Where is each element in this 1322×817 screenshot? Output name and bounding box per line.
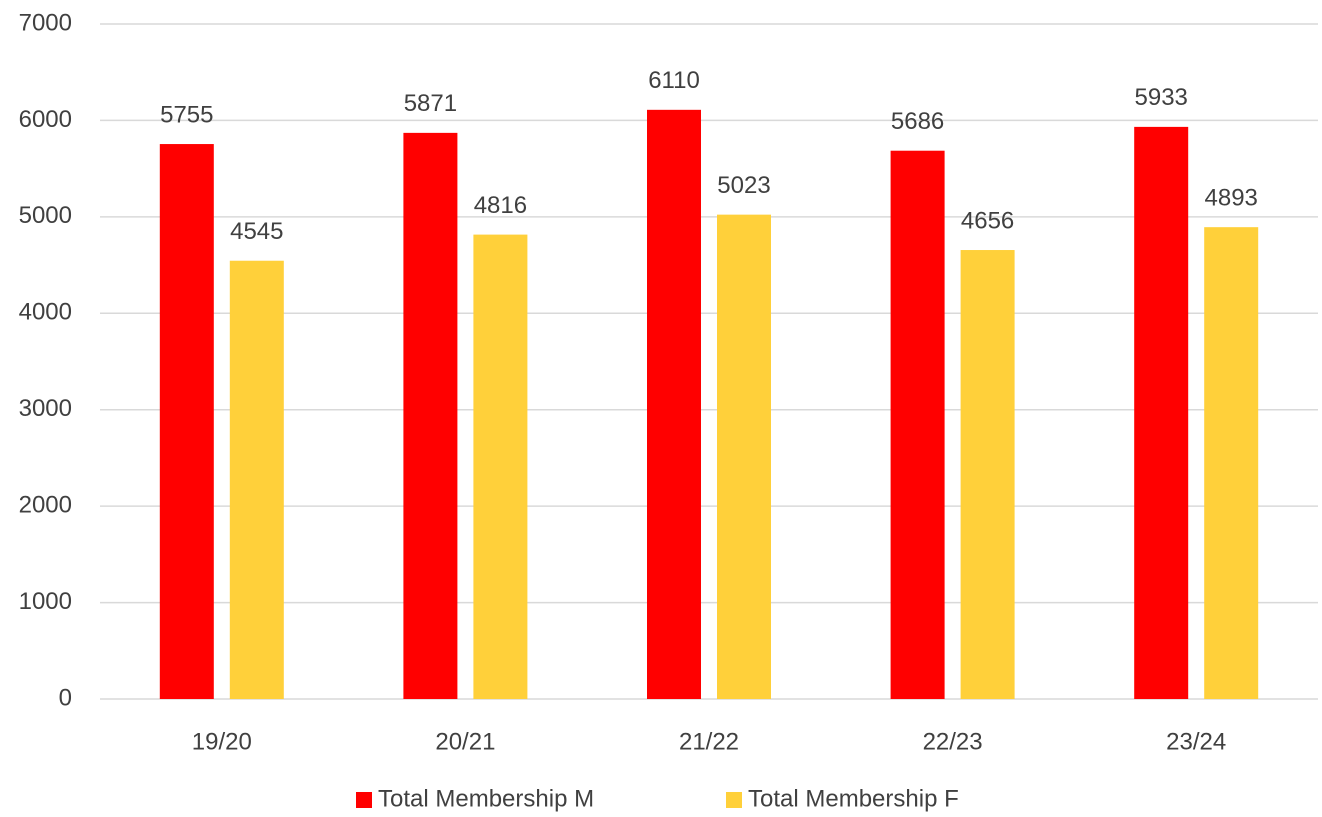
data-label: 5755 — [160, 101, 213, 128]
data-label: 6110 — [648, 67, 700, 94]
data-label: 5023 — [717, 172, 770, 199]
data-label: 4545 — [230, 218, 283, 245]
y-tick-label: 5000 — [19, 202, 72, 229]
bar — [960, 250, 1015, 699]
data-label: 4656 — [961, 207, 1014, 234]
y-tick-label: 3000 — [19, 395, 72, 422]
y-tick-label: 7000 — [19, 9, 72, 36]
y-tick-label: 0 — [59, 684, 72, 711]
data-label: 5933 — [1135, 84, 1188, 111]
data-label: 4893 — [1205, 185, 1258, 212]
y-tick-label: 1000 — [19, 588, 72, 615]
bar — [159, 144, 214, 699]
bar — [647, 109, 701, 700]
legend-label: Total Membership F — [748, 785, 959, 812]
data-label: 4816 — [474, 192, 527, 219]
x-tick-label: 19/20 — [192, 728, 252, 755]
bar — [1134, 126, 1189, 699]
x-tick-label: 21/22 — [679, 728, 739, 755]
x-tick-label: 20/21 — [435, 728, 495, 755]
legend-label: Total Membership M — [378, 785, 594, 812]
bar — [473, 234, 528, 699]
y-tick-label: 4000 — [19, 299, 72, 326]
bar — [717, 214, 771, 699]
y-tick-label: 6000 — [19, 106, 72, 133]
data-label: 5686 — [891, 108, 944, 135]
legend-swatch — [356, 792, 372, 808]
bar — [1204, 227, 1259, 700]
bar — [229, 260, 284, 699]
legend-swatch — [726, 792, 742, 808]
bar — [890, 150, 945, 699]
y-tick-label: 2000 — [19, 491, 72, 518]
x-tick-label: 22/23 — [923, 728, 983, 755]
x-tick-label: 23/24 — [1166, 728, 1226, 755]
data-label: 5871 — [404, 90, 457, 117]
bar — [403, 132, 458, 699]
